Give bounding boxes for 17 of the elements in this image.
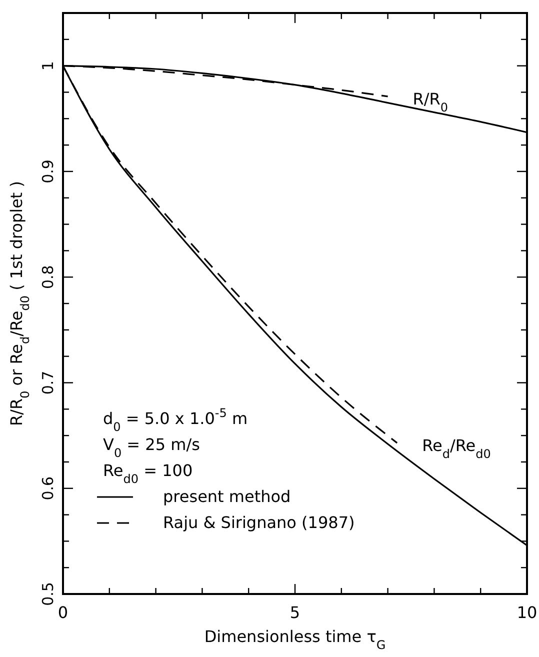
- y-tick-label: 0.8: [39, 265, 57, 290]
- legend-label: present method: [163, 487, 291, 506]
- annotation: d$_{0}$ = 5.0 x 1.0$^{-5}$ m: [103, 406, 248, 434]
- y-tick-label: 0.9: [39, 160, 57, 184]
- annotation: R/R$_{0}$: [412, 89, 448, 114]
- annotation: V$_{0}$ = 25 m/s: [103, 435, 200, 460]
- legend-label: Raju & Sirignano (1987): [163, 513, 355, 532]
- x-tick-label: 0: [58, 603, 68, 622]
- x-tick-label: 5: [290, 603, 300, 622]
- y-tick-label: 0.5: [39, 582, 57, 606]
- annotation: Re$_{d}$/Re$_{d0}$: [422, 436, 491, 461]
- y-tick-label: 0.6: [39, 476, 57, 500]
- y-tick-label: 1: [39, 61, 57, 71]
- annotation: Re$_{d0}$ = 100: [103, 461, 193, 486]
- y-tick-label: 0.7: [39, 370, 57, 395]
- x-axis-title: Dimensionless time τ$_{G}$: [204, 627, 386, 652]
- x-tick-label: 10: [516, 603, 538, 622]
